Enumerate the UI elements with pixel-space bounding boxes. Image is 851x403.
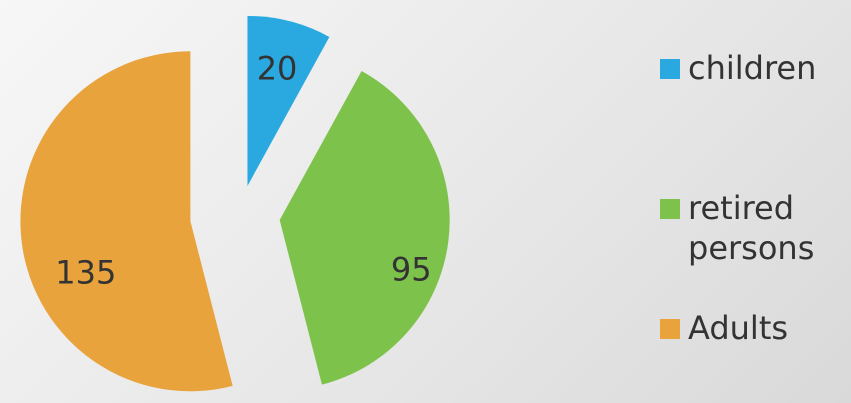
legend-label: children	[688, 49, 817, 87]
legend-label: retired persons	[688, 189, 815, 267]
pie-slice	[247, 15, 330, 186]
legend-swatch	[660, 199, 680, 219]
legend-swatch	[660, 59, 680, 79]
legend-swatch	[660, 319, 680, 339]
pie-slice	[20, 51, 233, 392]
pie-slice	[279, 71, 450, 385]
data-label: 135	[55, 253, 116, 291]
legend-item: Adults	[660, 308, 850, 348]
data-label: 95	[391, 251, 432, 289]
legend-item: retired persons	[660, 188, 850, 268]
data-label: 20	[257, 50, 298, 88]
legend-label: Adults	[688, 309, 789, 347]
legend-item: children	[660, 48, 850, 88]
